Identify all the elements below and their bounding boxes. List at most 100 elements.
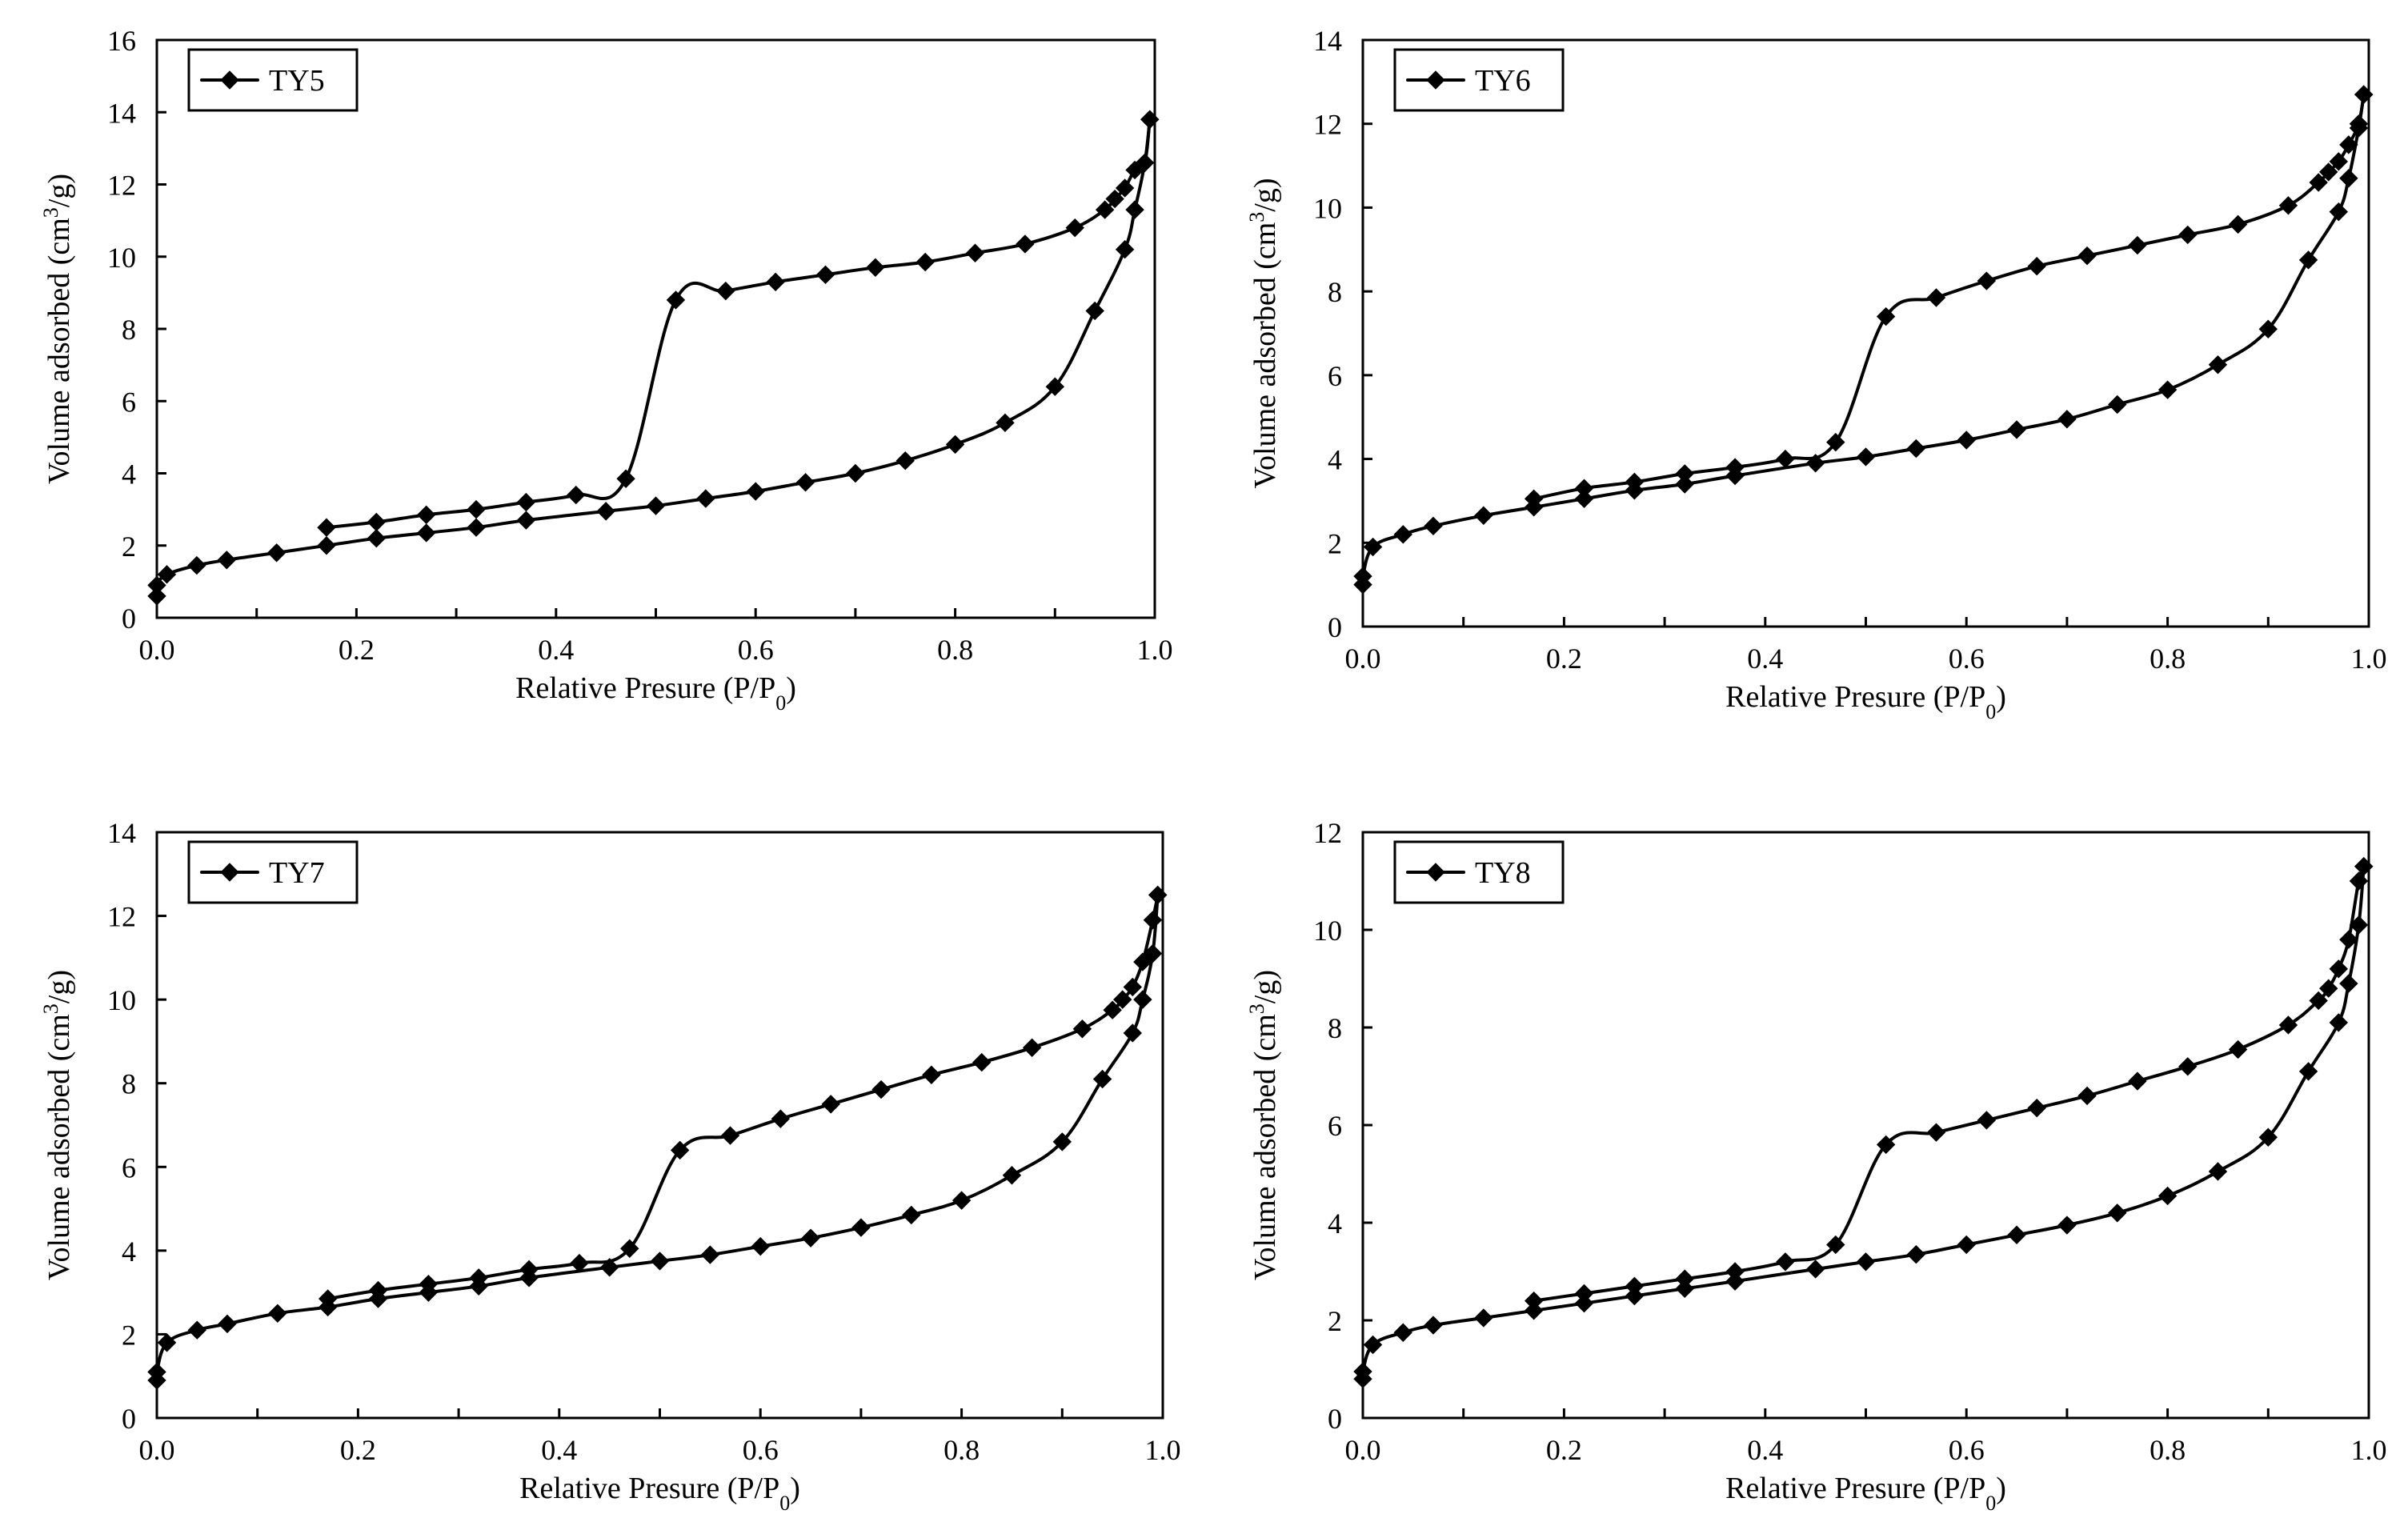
data-point-marker [2339, 974, 2358, 993]
y-tick-label: 12 [107, 170, 136, 202]
data-point-marker [670, 1140, 690, 1160]
data-point-marker [1725, 458, 1745, 477]
series-desorption [1524, 85, 2374, 509]
data-point-marker [368, 1280, 388, 1300]
data-point-marker [1045, 377, 1065, 396]
y-tick-label: 16 [107, 25, 136, 57]
data-point-marker [1125, 160, 1144, 180]
data-point-marker [147, 587, 166, 606]
data-point-marker [1675, 464, 1694, 483]
x-axis-title: Relative Presure (P/P0) [1725, 1472, 2006, 1515]
data-point-marker [2057, 410, 2077, 429]
data-point-marker [1353, 1362, 1372, 1381]
y-tick-label: 12 [107, 901, 136, 933]
data-point-marker [2228, 214, 2248, 234]
y-tick-label: 6 [122, 1152, 136, 1184]
data-point-marker [866, 258, 885, 277]
data-point-marker [1115, 178, 1135, 198]
x-tick-label: 0.2 [1546, 643, 1582, 675]
y-tick-label: 4 [122, 1236, 136, 1268]
x-tick-label: 0.8 [2150, 1434, 2186, 1466]
data-point-marker [516, 492, 536, 512]
data-point-marker [467, 518, 486, 537]
legend-label: TY7 [269, 856, 325, 890]
y-tick-label: 8 [122, 314, 136, 346]
data-point-marker [2077, 1086, 2097, 1106]
y-tick-label: 4 [122, 459, 136, 491]
y-tick-label: 10 [107, 984, 136, 1016]
data-point-marker [2349, 871, 2369, 891]
data-point-marker [1016, 234, 1035, 254]
data-point-marker [1353, 567, 1372, 586]
y-tick-label: 0 [1328, 611, 1342, 643]
data-point-marker [187, 1320, 206, 1340]
data-point-marker [1906, 439, 1926, 459]
x-tick-label: 0.4 [1747, 643, 1783, 675]
data-point-marker [771, 1109, 791, 1128]
data-point-marker [519, 1260, 539, 1280]
data-point-marker [467, 499, 486, 519]
series-desorption [318, 885, 1168, 1308]
data-point-marker [317, 518, 336, 537]
data-point-marker [720, 1126, 740, 1145]
x-tick-label: 0.4 [538, 634, 574, 666]
data-point-marker [147, 1362, 166, 1382]
data-point-marker [318, 1289, 338, 1308]
data-point-marker [696, 489, 715, 508]
series-adsorption [147, 885, 1168, 1390]
data-point-marker [751, 1236, 770, 1256]
data-point-marker [922, 1065, 941, 1084]
x-tick-label: 0.2 [339, 634, 375, 666]
data-point-marker [217, 551, 236, 570]
y-tick-label: 2 [122, 1319, 136, 1351]
data-point-marker [1393, 1323, 1412, 1342]
data-point-marker [646, 496, 666, 515]
data-point-marker [2329, 959, 2348, 979]
x-axis-title: Relative Presure (P/P0) [1725, 680, 2006, 723]
y-tick-label: 14 [107, 97, 136, 129]
data-point-marker [916, 252, 935, 272]
data-point-marker [1085, 301, 1104, 321]
y-tick-label: 12 [1313, 109, 1342, 141]
y-axis-title: Volume adsorbed (cm3/g) [39, 174, 77, 484]
data-point-marker [1524, 1301, 1544, 1320]
series-line [1360, 93, 2366, 587]
x-tick-label: 0.0 [1345, 643, 1381, 675]
data-point-marker [2329, 152, 2348, 171]
data-point-marker [1776, 449, 1795, 469]
data-point-marker [1123, 977, 1142, 997]
x-tick-label: 0.0 [1345, 1434, 1381, 1466]
legend: TY6 [1393, 48, 1565, 112]
series-line [1532, 864, 2366, 1303]
data-point-marker [2027, 257, 2046, 276]
data-point-marker [620, 1239, 639, 1258]
data-point-marker [2329, 1013, 2348, 1032]
legend-marker [220, 70, 239, 90]
data-point-marker [1574, 479, 1594, 498]
y-axis-title: Volume adsorbed (cm3/g) [1245, 178, 1283, 489]
series-line [154, 118, 1152, 598]
data-point-marker [1474, 1308, 1493, 1328]
data-point-marker [2354, 85, 2374, 104]
data-point-marker [2319, 979, 2338, 998]
data-point-marker [2077, 246, 2097, 266]
x-tick-label: 1.0 [1145, 1434, 1181, 1466]
data-point-marker [945, 435, 965, 455]
series-line [1532, 93, 2366, 501]
data-point-marker [2339, 169, 2358, 188]
data-point-marker [871, 1079, 891, 1099]
data-point-marker [1926, 288, 1946, 307]
data-point-marker [1143, 911, 1163, 930]
data-point-marker [1052, 1132, 1072, 1152]
data-point-marker [2158, 380, 2178, 399]
x-tick-label: 0.2 [1546, 1434, 1582, 1466]
data-point-marker [516, 511, 536, 530]
data-point-marker [2258, 1127, 2278, 1147]
data-point-marker [895, 451, 915, 471]
data-point-marker [1474, 506, 1493, 525]
data-point-marker [1002, 1166, 1022, 1185]
x-tick-label: 0.2 [340, 1434, 376, 1466]
data-point-marker [1977, 1111, 1997, 1130]
legend-label: TY8 [1475, 856, 1531, 890]
plot-frame [155, 831, 1164, 1420]
